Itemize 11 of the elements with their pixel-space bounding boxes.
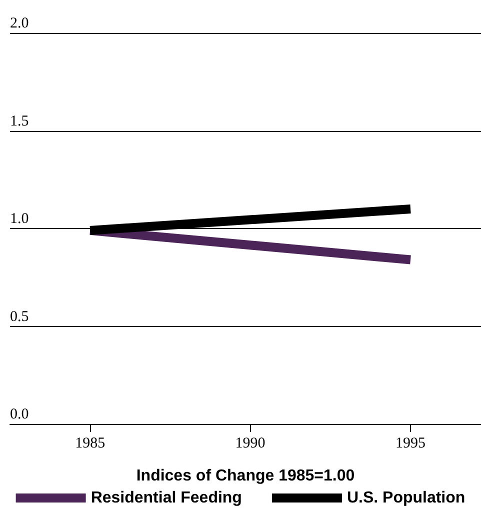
y-tick-label: 2.0 bbox=[10, 16, 29, 32]
x-tick-label: 1985 bbox=[75, 436, 106, 452]
x-tick-label: 1995 bbox=[396, 436, 426, 452]
y-tick-label: 0.5 bbox=[10, 308, 29, 325]
y-tick-label: 1.5 bbox=[10, 113, 29, 130]
x-axis-title: Indices of Change 1985=1.00 bbox=[136, 468, 355, 484]
legend-label: U.S. Population bbox=[346, 490, 466, 506]
legend-label: Residential Feeding bbox=[90, 490, 242, 506]
y-tick-label: 0.0 bbox=[10, 406, 29, 422]
y-tick-label: 1.0 bbox=[10, 211, 29, 227]
x-tick-label: 1990 bbox=[235, 436, 266, 452]
